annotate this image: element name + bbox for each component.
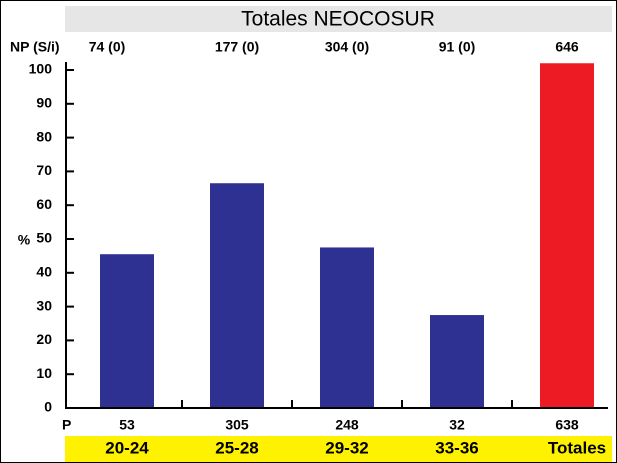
x-tick-label: 29-32 (325, 438, 368, 457)
y-tick-label: 100 (29, 61, 53, 77)
np-value: 646 (555, 39, 579, 55)
x-tick-label: 20-24 (105, 438, 149, 457)
np-label: NP (S/i) (10, 39, 60, 55)
np-value: 177 (0) (215, 39, 259, 55)
x-tick-label: 25-28 (215, 438, 258, 457)
y-tick-label: 50 (36, 230, 52, 246)
np-value: 304 (0) (325, 39, 369, 55)
np-value: 91 (0) (439, 39, 476, 55)
p-value: 638 (555, 417, 579, 433)
y-tick-label: 10 (36, 365, 52, 381)
y-tick-label: 40 (36, 264, 52, 280)
p-value: 53 (119, 417, 135, 433)
bar (320, 247, 374, 408)
chart-title: Totales NEOCOSUR (241, 8, 435, 31)
p-value: 32 (449, 417, 465, 433)
y-tick-label: 70 (36, 162, 52, 178)
p-label: P (62, 417, 71, 433)
p-value: 305 (225, 417, 249, 433)
y-axis-label: % (18, 232, 31, 248)
x-tick-label: 33-36 (435, 438, 478, 457)
bar (210, 183, 264, 408)
category-band (65, 436, 612, 462)
y-tick-label: 0 (44, 399, 52, 415)
np-value: 74 (0) (89, 39, 126, 55)
bar (100, 254, 154, 408)
p-value: 248 (335, 417, 359, 433)
bar (540, 63, 594, 409)
y-tick-label: 20 (36, 331, 52, 347)
y-tick-label: 60 (36, 196, 52, 212)
y-tick-label: 80 (36, 128, 52, 144)
bar (430, 315, 484, 408)
x-tick-label: Totales (548, 438, 606, 457)
y-tick-label: 90 (36, 95, 52, 111)
title-band (65, 6, 612, 32)
y-tick-label: 30 (36, 297, 52, 313)
